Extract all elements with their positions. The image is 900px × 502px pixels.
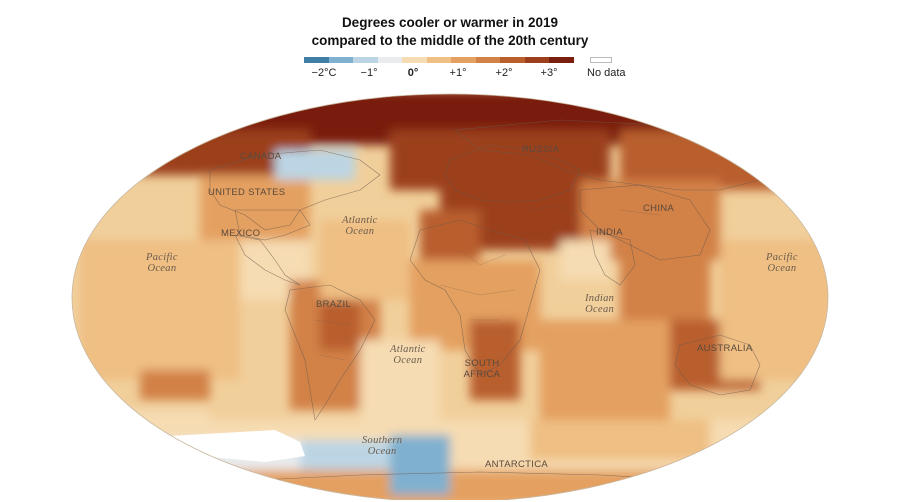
ocean-line: Ocean — [147, 263, 177, 274]
label-mexico: MEXICO — [221, 228, 261, 239]
legend-tick-minus1: −1° — [360, 67, 378, 79]
ocean-line: Indian — [585, 293, 615, 304]
country-borders-detail — [314, 204, 661, 361]
legend-swatch — [524, 57, 550, 63]
map-title-line2: compared to the middle of the 20th centu… — [311, 33, 589, 48]
label-atlantic-ocean-south: Atlantic Ocean — [390, 344, 426, 366]
legend-tick-plus1: +1° — [449, 67, 467, 79]
label-pacific-ocean-east: Pacific Ocean — [766, 252, 798, 274]
legend-swatch — [304, 57, 329, 63]
legend-swatch — [377, 57, 403, 63]
legend-swatch — [475, 57, 501, 63]
legend-tick-plus3: +3° — [540, 67, 558, 79]
map-svg — [71, 93, 829, 500]
ocean-line: Pacific — [766, 252, 798, 263]
label-atlantic-ocean-north: Atlantic Ocean — [342, 215, 378, 237]
label-south-africa: SOUTH AFRICA — [463, 358, 501, 380]
ocean-line: Pacific — [146, 252, 178, 263]
label-brazil: BRAZIL — [316, 299, 352, 310]
legend-tick-zero: 0° — [407, 67, 419, 79]
legend-swatch — [500, 57, 525, 63]
ocean-line: Ocean — [393, 355, 423, 366]
legend-no-data-label: No data — [587, 67, 626, 79]
label-australia: AUSTRALIA — [697, 343, 753, 354]
world-temperature-map: CANADA UNITED STATES MEXICO BRAZIL RUSSI… — [60, 90, 840, 500]
ocean-line: Southern — [362, 435, 403, 446]
ocean-line: Ocean — [345, 226, 375, 237]
legend-no-data-swatch — [590, 57, 612, 63]
legend-tick-plus2: +2° — [495, 67, 513, 79]
label-china: CHINA — [643, 203, 675, 214]
legend-swatch — [451, 57, 476, 63]
legend-swatch — [426, 57, 452, 63]
globe-outline — [71, 93, 829, 500]
map-title: Degrees cooler or warmer in 2019 compare… — [0, 14, 900, 50]
legend-swatch — [328, 57, 354, 63]
label-southern-ocean: Southern Ocean — [362, 435, 402, 457]
country-borders — [139, 119, 801, 491]
legend-swatch — [549, 57, 575, 63]
ocean-line: Ocean — [585, 304, 615, 315]
color-legend: −2°C −1° 0° +1° +2° +3° No data — [298, 55, 658, 85]
label-russia: RUSSIA — [522, 144, 560, 155]
label-canada: CANADA — [240, 151, 282, 162]
label-pacific-ocean-west: Pacific Ocean — [146, 252, 178, 274]
ocean-line: Atlantic — [342, 215, 378, 226]
ocean-line: Ocean — [367, 446, 397, 457]
ocean-line: Atlantic — [390, 344, 426, 355]
label-united-states: UNITED STATES — [208, 187, 286, 198]
legend-tick-minus2: −2°C — [311, 67, 337, 79]
legend-swatch — [353, 57, 378, 63]
label-antarctica: ANTARCTICA — [485, 459, 548, 470]
ocean-line: Ocean — [767, 263, 797, 274]
label-indian-ocean: Indian Ocean — [585, 293, 614, 315]
legend-swatch — [402, 57, 427, 63]
legend-color-scale — [304, 57, 575, 63]
label-india: INDIA — [596, 227, 623, 238]
map-title-line1: Degrees cooler or warmer in 2019 — [341, 15, 559, 30]
